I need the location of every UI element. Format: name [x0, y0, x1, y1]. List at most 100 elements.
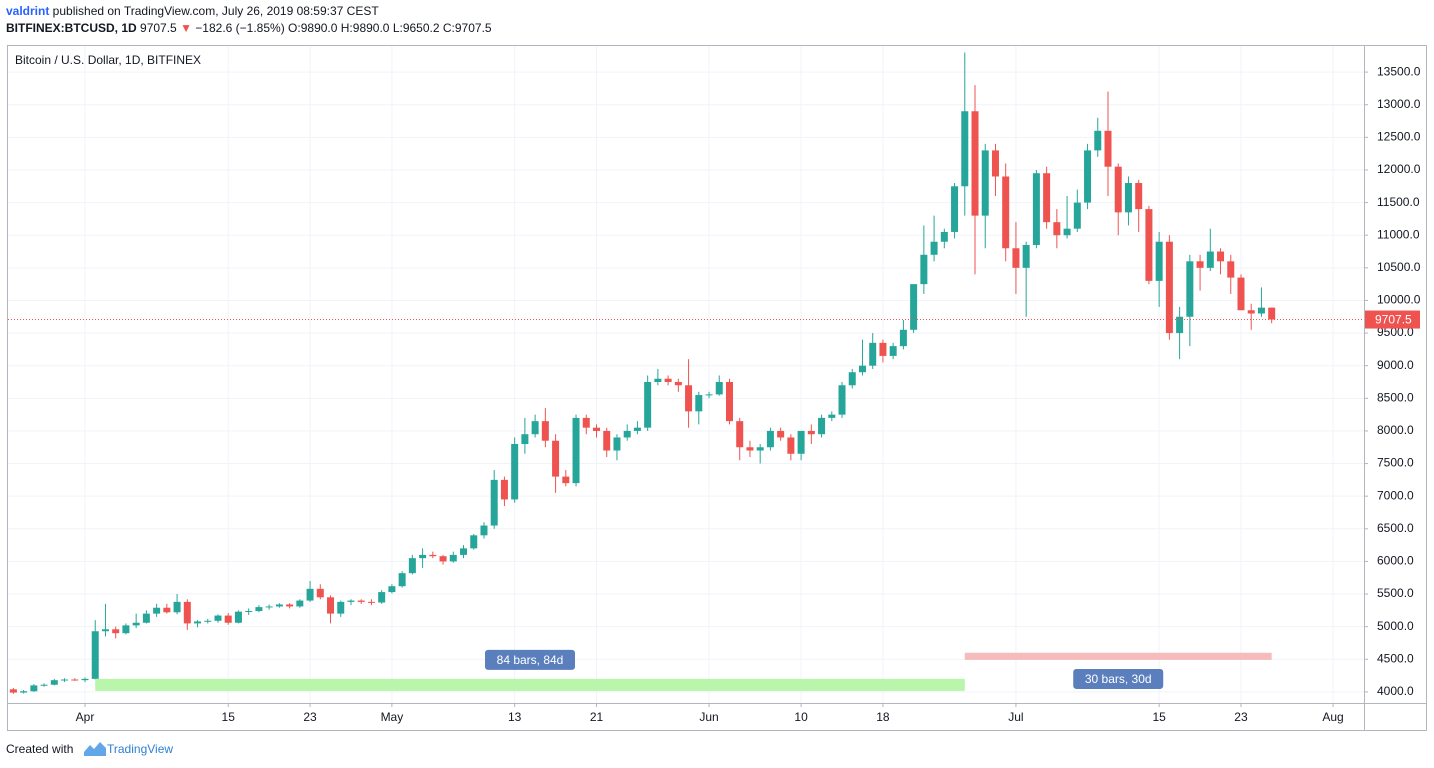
x-tick-label: Apr — [76, 710, 95, 724]
candle-body — [490, 479, 498, 526]
candle-body — [439, 556, 447, 562]
candle-body — [991, 150, 999, 177]
candle-body — [142, 613, 150, 623]
candle-body — [1022, 244, 1030, 268]
x-tick-label: 18 — [876, 710, 890, 724]
candle-body — [818, 417, 826, 435]
candle-body — [1053, 222, 1061, 236]
y-tick-label: 4000.0 — [1377, 684, 1414, 698]
candle-body — [981, 150, 989, 216]
candle-body — [296, 600, 304, 607]
x-tick-label: 15 — [1152, 710, 1166, 724]
last-price-box — [1365, 310, 1420, 329]
candle-body — [163, 607, 171, 613]
tv-logo — [84, 742, 106, 756]
candle-body — [173, 601, 181, 613]
candle-body — [961, 111, 969, 187]
candle-body — [1094, 130, 1102, 151]
footer-brand[interactable]: TradingView — [107, 742, 173, 756]
candle-body — [429, 554, 437, 557]
candle-body — [337, 601, 345, 614]
candle-body — [552, 440, 560, 477]
candle-body — [275, 604, 283, 607]
y-tick-label: 5500.0 — [1377, 586, 1414, 600]
x-tick-label: 21 — [590, 710, 604, 724]
x-tick-label: Jul — [1008, 710, 1023, 724]
candle-body — [828, 414, 836, 418]
candle-body — [101, 629, 109, 632]
y-tick-label: 8000.0 — [1377, 423, 1414, 437]
candle-body — [940, 231, 948, 242]
candle-body — [1227, 261, 1235, 278]
candle-body — [521, 434, 529, 444]
range-label: 84 bars, 84d — [497, 653, 564, 667]
candle-body — [613, 437, 621, 451]
range-box — [964, 652, 1272, 660]
candle-body — [603, 430, 611, 451]
candle-body — [234, 611, 242, 623]
candle-body — [869, 342, 877, 366]
x-tick-label: 23 — [303, 710, 317, 724]
candle-body — [398, 573, 406, 587]
ohlc-close: C:9707.5 — [442, 21, 492, 35]
candle-body — [316, 588, 324, 598]
candle-body — [1073, 202, 1081, 229]
y-tick-label: 6500.0 — [1377, 521, 1414, 535]
candle-body — [705, 394, 713, 396]
candle-body — [378, 592, 386, 603]
candle-body — [1257, 307, 1265, 314]
candle-body — [725, 382, 733, 422]
candle-body — [541, 421, 549, 441]
candle-body — [9, 689, 17, 693]
candle-body — [756, 447, 764, 451]
author[interactable]: valdrint — [6, 4, 50, 18]
candle-body — [695, 395, 703, 412]
candle-body — [388, 586, 396, 593]
price: 9707.5 — [140, 21, 177, 35]
candle-body — [286, 604, 294, 607]
y-tick-label: 10500.0 — [1377, 260, 1421, 274]
candle-body — [848, 372, 856, 386]
candle-body — [910, 284, 918, 330]
overlay: 84 bars, 84d 30 bars, 30d 9707.5 — [8, 310, 1420, 691]
candle-body — [899, 329, 907, 347]
arrow: ▼ — [180, 21, 192, 35]
x-tick-label: Aug — [1322, 710, 1343, 724]
candle-body — [132, 622, 140, 626]
header-line-2: BITFINEX:BTCUSD, 1D 9707.5 ▼ −182.6 (−1.… — [6, 21, 492, 35]
x-tick-label: May — [381, 710, 404, 724]
candle-body — [61, 679, 69, 681]
candle-body — [1196, 261, 1204, 268]
candle-body — [593, 427, 600, 431]
grid: 4000.0 4500.0 5000.0 5500.0 6000.0 6500.0 7000… — [8, 46, 1421, 724]
candle-body — [766, 430, 774, 448]
candle-body — [777, 430, 785, 438]
candle-body — [480, 525, 488, 536]
y-tick-label: 9500.0 — [1377, 325, 1414, 339]
candle-body — [1155, 241, 1163, 281]
candle-body — [889, 346, 897, 356]
ohlc-low: L:9650.2 — [392, 21, 440, 35]
candle-body — [1268, 307, 1276, 320]
candle-body — [858, 365, 866, 373]
candle-body — [787, 437, 795, 454]
candle-body — [500, 479, 508, 500]
candle-body — [797, 430, 805, 454]
y-tick-label: 12500.0 — [1377, 130, 1421, 144]
x-tick-label: 10 — [794, 710, 808, 724]
chart-title: Bitcoin / U.S. Dollar, 1D, BITFINEX — [15, 53, 201, 67]
candle-body — [306, 588, 314, 601]
candle-body — [879, 342, 887, 356]
candle-body — [1176, 316, 1184, 334]
candle-body — [971, 111, 979, 216]
candle-body — [153, 607, 161, 614]
candle-body — [367, 601, 375, 603]
candle-body — [347, 600, 355, 602]
candle-body — [1135, 183, 1143, 210]
footer-created: Created with — [6, 742, 73, 756]
y-tick-label: 8500.0 — [1377, 390, 1414, 404]
candle-body — [194, 621, 202, 624]
y-tick-label: 5000.0 — [1377, 619, 1414, 633]
